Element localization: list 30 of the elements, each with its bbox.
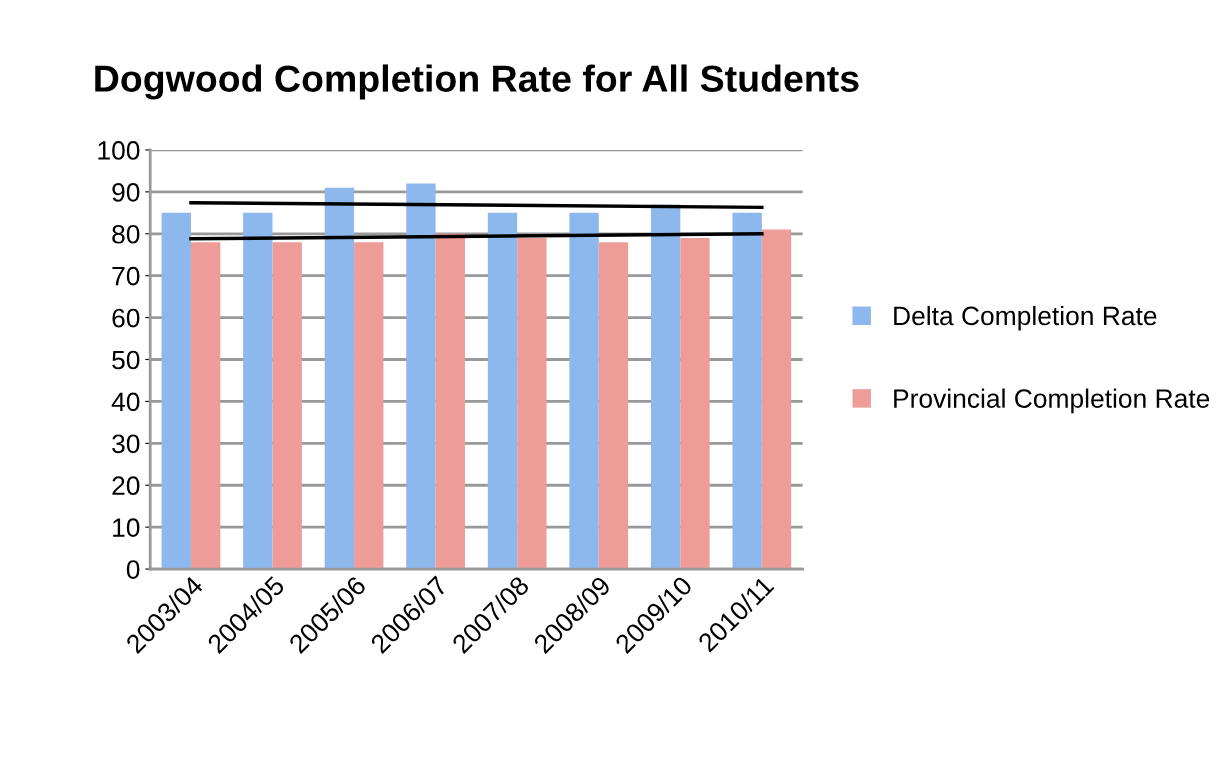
y-tick-label: 30 (112, 434, 140, 454)
y-tick-label: 100 (98, 141, 140, 160)
bar (324, 187, 355, 570)
y-tick-label: 40 (111, 392, 140, 412)
y-tick-label: 20 (112, 476, 140, 496)
bar (435, 233, 465, 570)
bar (161, 212, 191, 570)
bar (243, 212, 273, 570)
bar (680, 237, 710, 570)
bar (406, 183, 436, 570)
y-tick-label: 10 (113, 518, 140, 537)
y-tick-label: 50 (112, 350, 140, 370)
y-tick-label: 80 (112, 224, 140, 244)
bar (732, 212, 762, 570)
bar (598, 242, 629, 570)
bar (487, 212, 518, 570)
y-tick-label: 90 (112, 183, 140, 202)
y-tick-label: 0 (126, 560, 140, 579)
legend-label: Delta Completion Rate (894, 305, 1157, 331)
bar (569, 212, 599, 570)
chart-title: Dogwood Completion Rate for All Students (95, 64, 859, 100)
bar (190, 242, 221, 570)
y-tick-label: 70 (112, 266, 140, 286)
bar (354, 242, 384, 570)
bar (761, 229, 792, 570)
y-tick-label: 60 (112, 308, 140, 328)
bar (517, 237, 547, 570)
bar (272, 242, 302, 570)
bar (650, 204, 681, 570)
legend-label: Provincial Completion Rate (894, 388, 1210, 414)
